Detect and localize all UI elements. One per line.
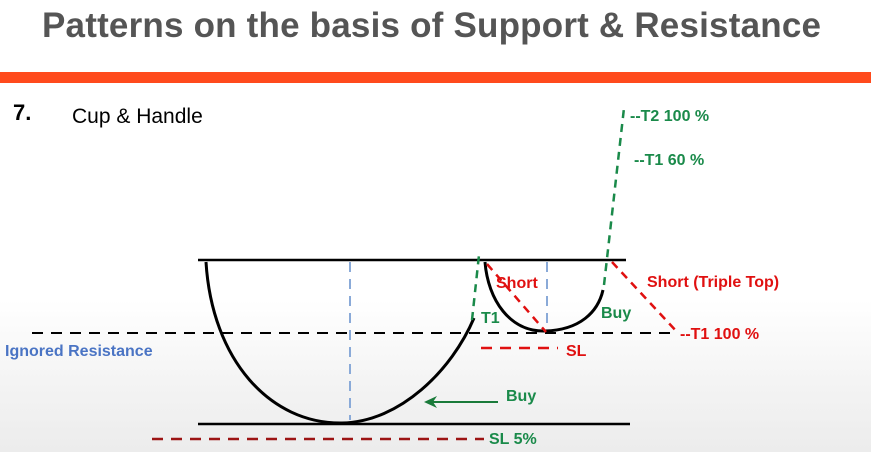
handle-curve <box>483 261 605 333</box>
sl-handle-label: SL <box>566 343 587 360</box>
buy-cup-label: Buy <box>506 388 536 405</box>
t1-right-label: --T1 100 % <box>680 326 759 343</box>
cup-curve <box>204 261 476 425</box>
short-triple-top-label: Short (Triple Top) <box>647 274 779 291</box>
sl-cup-label: SL 5% <box>489 431 537 448</box>
t1-target-label: --T1 60 % <box>634 152 704 169</box>
t1-left-label: T1 <box>481 310 500 327</box>
t2-target-label: --T2 100 % <box>630 108 709 125</box>
buy-handle-label: Buy <box>601 305 631 322</box>
buy-arrow-head <box>424 396 437 408</box>
triple-top-short-line <box>611 261 679 334</box>
cup-breakout-line <box>470 254 481 321</box>
pattern-number: 7. <box>13 100 32 125</box>
pattern-name: Cup & Handle <box>72 105 203 128</box>
accent-divider <box>0 72 871 83</box>
short-line <box>486 263 547 333</box>
ignored-resistance-label: Ignored Resistance <box>5 343 153 360</box>
page-title: Patterns on the basis of Support & Resis… <box>42 6 822 45</box>
handle-breakout-line <box>602 107 626 286</box>
short-label: Short <box>496 275 538 292</box>
